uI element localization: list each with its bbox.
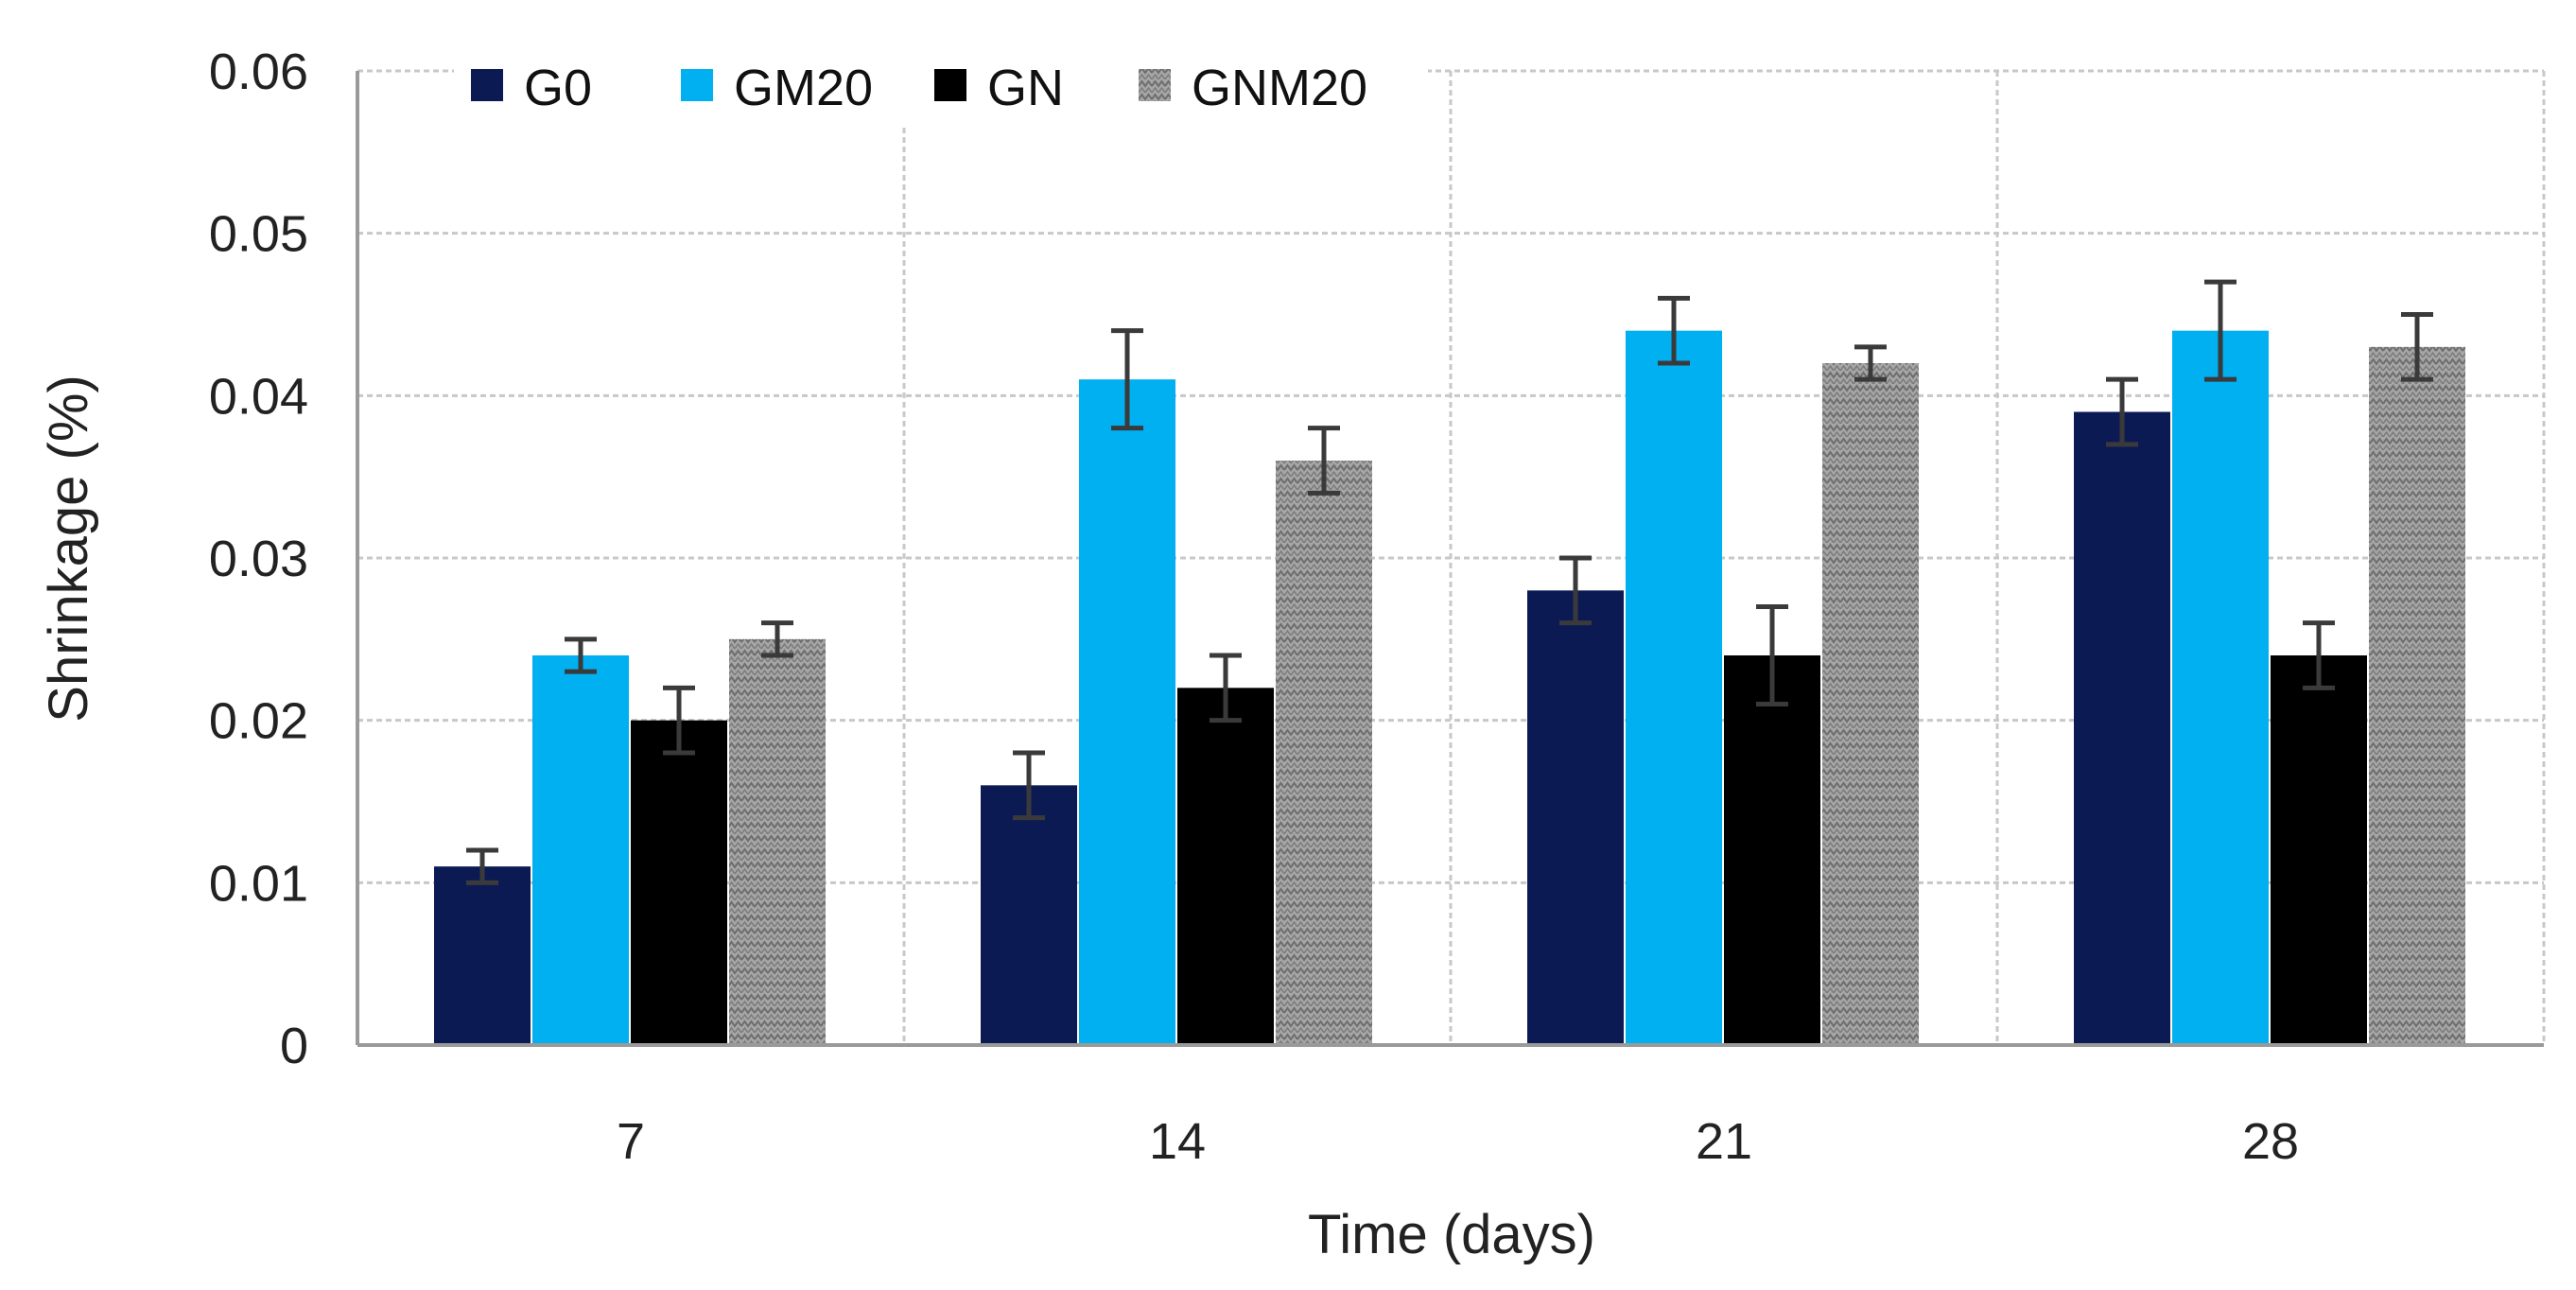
bar-gm20-21	[1626, 330, 1722, 1046]
bar-gnm20-14	[1276, 461, 1372, 1045]
legend-label-gm20: GM20	[734, 60, 873, 116]
legend-swatch-gm20	[681, 69, 713, 101]
legend-label-gn: GN	[987, 60, 1064, 116]
y-axis-title: Shrinkage (%)	[38, 375, 99, 722]
legend-label-g0: G0	[524, 60, 592, 116]
y-tick-label: 0.02	[209, 693, 308, 750]
x-tick-label: 21	[1696, 1113, 1752, 1170]
bar-g0-28	[2074, 411, 2170, 1045]
bar-gn-21	[1724, 655, 1820, 1045]
bar-gm20-7	[532, 655, 629, 1045]
bars	[434, 330, 2465, 1046]
legend-swatch-g0	[471, 69, 503, 101]
bar-gnm20-7	[729, 638, 826, 1045]
x-tick-label: 14	[1149, 1113, 1206, 1170]
y-tick-label: 0.04	[209, 368, 308, 425]
bar-gn-7	[631, 720, 727, 1045]
x-tick-label: 28	[2242, 1113, 2299, 1170]
error-bars	[466, 279, 2433, 885]
legend: G0 GM20 GN GNM20	[454, 49, 1428, 125]
x-tick-label: 7	[617, 1113, 645, 1170]
bar-g0-21	[1527, 590, 1624, 1045]
bar-gm20-14	[1079, 379, 1175, 1046]
y-tick-label: 0	[280, 1018, 308, 1074]
y-tick-label: 0.01	[209, 855, 308, 912]
axes: 0 0.01 0.02 0.03 0.04 0.05 0.06 7 14 21 28	[209, 44, 2544, 1170]
y-tick-label: 0.05	[209, 206, 308, 263]
bar-gm20-28	[2172, 330, 2269, 1046]
bar-gnm20-28	[2369, 346, 2465, 1045]
legend-label-gnm20: GNM20	[1192, 60, 1367, 116]
legend-swatch-gnm20	[1139, 69, 1171, 101]
x-axis-title: Time (days)	[1308, 1204, 1595, 1265]
bar-gn-14	[1177, 688, 1274, 1045]
bar-gn-28	[2271, 655, 2367, 1045]
bar-g0-7	[434, 866, 531, 1045]
legend-swatch-gn	[934, 69, 966, 101]
y-tick-label: 0.06	[209, 44, 308, 100]
bar-g0-14	[981, 785, 1077, 1045]
y-tick-label: 0.03	[209, 531, 308, 587]
bar-gnm20-21	[1822, 363, 1919, 1045]
